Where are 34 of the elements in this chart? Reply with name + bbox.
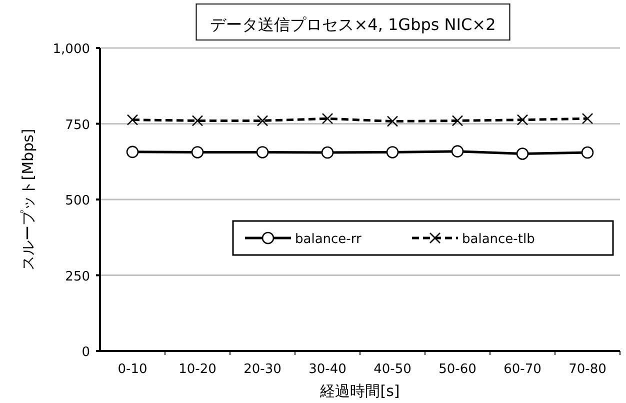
y-tick-label: 250 [65, 269, 90, 284]
point [452, 115, 464, 126]
x-tick-label: 50-60 [438, 362, 476, 377]
x-tick-label: 20-30 [244, 362, 282, 377]
point [451, 145, 464, 158]
x-tick-label: 0-10 [118, 362, 148, 377]
point [581, 146, 594, 159]
point [582, 112, 594, 124]
x-tick-label: 10-20 [178, 362, 216, 377]
point [256, 115, 268, 126]
point [386, 146, 399, 158]
x-tick-label: 40-50 [374, 362, 412, 377]
y-tick-label: 750 [65, 118, 90, 133]
point [191, 146, 204, 158]
point [322, 112, 334, 124]
point [516, 114, 528, 126]
x-axis-title: 経過時間[s] [319, 382, 400, 400]
y-axis-title: スループット[Mbps] [19, 128, 37, 270]
point [126, 146, 139, 158]
x-tick-label: 30-40 [308, 362, 346, 377]
point [516, 148, 529, 160]
point [256, 146, 269, 158]
legend-label: balance-tlb [462, 232, 535, 247]
y-tick-label: 0 [82, 345, 90, 360]
y-tick-label: 1,000 [52, 42, 90, 57]
chart-title: データ送信プロセス×4, 1Gbps NIC×2 [210, 15, 496, 34]
x-tick-label: 70-80 [568, 362, 606, 377]
point [386, 116, 398, 127]
point [321, 146, 334, 159]
point [126, 114, 138, 126]
x-tick-label: 60-70 [504, 362, 542, 377]
legend-label: balance-rr [295, 232, 362, 247]
point [192, 115, 204, 126]
y-tick-label: 500 [65, 194, 90, 208]
